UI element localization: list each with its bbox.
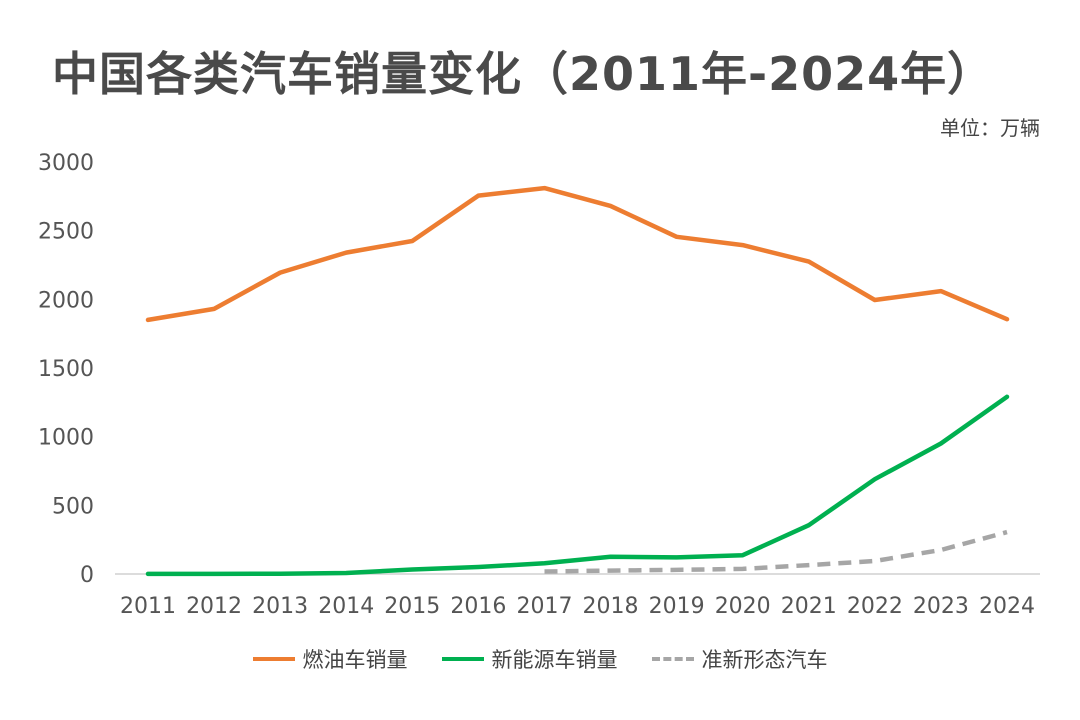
unit-label: 单位：万辆 xyxy=(940,116,1040,140)
legend-swatch-quasi xyxy=(651,657,694,661)
legend-label-quasi: 准新形态汽车 xyxy=(701,648,828,672)
y-tick-label: 1000 xyxy=(38,426,94,451)
x-tick-label: 2021 xyxy=(781,594,837,619)
y-tick-label: 2000 xyxy=(38,288,94,313)
x-tick-label: 2015 xyxy=(384,594,440,619)
x-tick-label: 2012 xyxy=(186,594,242,619)
x-axis-ticks: 2011 2012 2013 2014 2015 2016 2017 2018 2019 2020… xyxy=(120,594,1035,619)
x-tick-label: 2014 xyxy=(318,594,374,619)
legend: 燃油车销量 新能源车销量 准新形态汽车 xyxy=(0,644,1080,674)
legend-label-fuel: 燃油车销量 xyxy=(302,648,408,672)
quasi-line xyxy=(544,529,1008,574)
x-tick-label: 2020 xyxy=(715,594,771,619)
legend-item-fuel: 燃油车销量 xyxy=(252,644,408,674)
x-tick-label: 2017 xyxy=(516,594,572,619)
x-tick-label: 2016 xyxy=(450,594,506,619)
x-tick-label: 2011 xyxy=(120,594,176,619)
y-tick-label: 500 xyxy=(52,494,94,519)
y-axis-ticks: 0 500 1000 1500 2000 2500 3000 xyxy=(38,151,94,588)
legend-swatch-fuel xyxy=(252,657,295,661)
y-tick-label: 0 xyxy=(80,563,94,588)
x-tick-label: 2013 xyxy=(252,594,308,619)
legend-item-nev: 新能源车销量 xyxy=(441,644,618,674)
x-tick-label: 2019 xyxy=(649,594,705,619)
y-tick-label: 3000 xyxy=(38,151,94,176)
x-tick-label: 2024 xyxy=(979,594,1035,619)
y-tick-label: 1500 xyxy=(38,357,94,382)
x-tick-label: 2023 xyxy=(913,594,969,619)
fuel-line xyxy=(145,185,1010,323)
series-lines xyxy=(145,185,1010,577)
legend-label-nev: 新能源车销量 xyxy=(491,648,618,672)
legend-swatch-nev xyxy=(441,657,484,661)
y-tick-label: 2500 xyxy=(38,220,94,245)
nev-line xyxy=(145,394,1010,577)
legend-item-quasi: 准新形态汽车 xyxy=(651,644,828,674)
x-tick-label: 2018 xyxy=(583,594,639,619)
chart-title: 中国各类汽车销量变化（2011年-2024年） xyxy=(52,47,995,101)
x-tick-label: 2022 xyxy=(847,594,903,619)
